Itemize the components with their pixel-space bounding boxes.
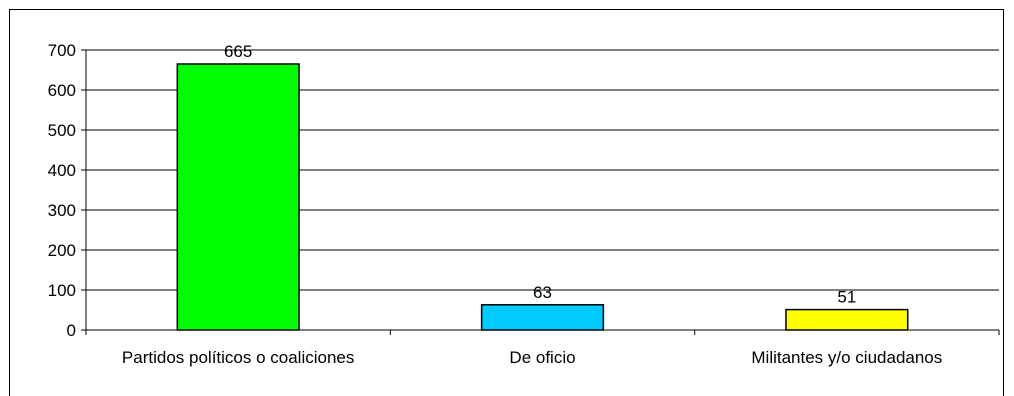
x-category-label: Militantes y/o ciudadanos — [751, 348, 942, 367]
y-tick-label: 0 — [67, 321, 76, 340]
y-tick-label: 400 — [48, 161, 76, 180]
bar — [176, 63, 300, 331]
y-tick-label: 600 — [48, 81, 76, 100]
y-tick-label: 700 — [48, 41, 76, 60]
y-tick-label: 500 — [48, 121, 76, 140]
chart-frame — [9, 9, 1004, 396]
data-label: 63 — [533, 283, 552, 302]
x-category-label: Partidos políticos o coaliciones — [122, 348, 354, 367]
y-tick-label: 200 — [48, 241, 76, 260]
data-label: 665 — [224, 42, 252, 61]
x-category-label: De oficio — [509, 348, 575, 367]
y-tick-label: 100 — [48, 281, 76, 300]
bar — [480, 304, 605, 331]
y-tick-label: 300 — [48, 201, 76, 220]
bar — [785, 308, 909, 331]
bars — [176, 63, 909, 331]
data-label: 51 — [837, 288, 856, 307]
labels: 0 100 200 300 400 500 600 700 665 Partidos políti… — [48, 41, 943, 367]
axes — [81, 49, 1000, 335]
